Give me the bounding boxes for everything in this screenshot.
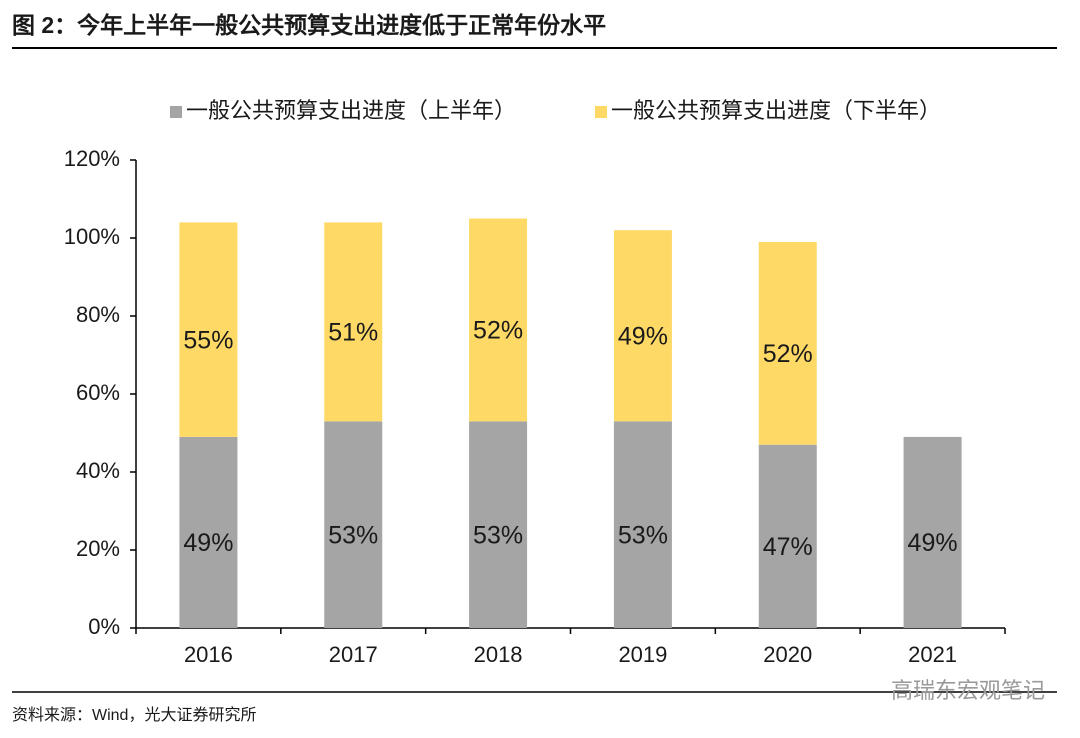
- y-tick-label: 80%: [76, 302, 120, 327]
- x-tick-label: 2020: [763, 642, 812, 667]
- legend-label: 一般公共预算支出进度（下半年）: [611, 98, 941, 123]
- watermark: 高瑞东宏观笔记: [891, 678, 1045, 703]
- bar-segment: [758, 241, 817, 445]
- y-tick-label: 40%: [76, 458, 120, 483]
- value-label: 47%: [763, 533, 813, 561]
- bar-segment: [613, 230, 672, 422]
- x-tick-label: 2016: [184, 642, 233, 667]
- source: 资料来源：Wind，光大证券研究所: [12, 706, 256, 724]
- value-label: 51%: [328, 318, 378, 346]
- value-label: 49%: [908, 529, 958, 557]
- chart-title: 图 2：今年上半年一般公共预算支出进度低于正常年份水平: [12, 12, 606, 38]
- x-tick-label: 2017: [329, 642, 378, 667]
- bar-segment: [179, 436, 238, 628]
- bar-segment: [324, 421, 383, 628]
- value-label: 53%: [473, 521, 523, 549]
- value-label: 49%: [618, 322, 668, 350]
- bar-segment: [903, 436, 962, 628]
- value-label: 52%: [763, 340, 813, 368]
- x-tick-label: 2019: [618, 642, 667, 667]
- bar-segment: [179, 222, 238, 437]
- value-label: 53%: [618, 521, 668, 549]
- bar-segment: [613, 421, 672, 628]
- value-label: 49%: [183, 529, 233, 557]
- y-tick-label: 20%: [76, 536, 120, 561]
- y-tick-label: 0%: [88, 614, 120, 639]
- y-tick-label: 120%: [64, 146, 120, 171]
- y-tick-label: 60%: [76, 380, 120, 405]
- value-label: 53%: [328, 521, 378, 549]
- legend-swatch: [595, 106, 607, 118]
- bar-segment: [469, 421, 528, 628]
- value-label: 52%: [473, 317, 523, 345]
- x-tick-label: 2018: [474, 642, 523, 667]
- legend-label: 一般公共预算支出进度（上半年）: [186, 98, 516, 123]
- bar-segment: [758, 444, 817, 628]
- value-label: 55%: [183, 326, 233, 354]
- bar-segment: [469, 218, 528, 422]
- legend-swatch: [170, 106, 182, 118]
- bar-segment: [324, 222, 383, 422]
- x-tick-label: 2021: [908, 642, 957, 667]
- y-tick-label: 100%: [64, 224, 120, 249]
